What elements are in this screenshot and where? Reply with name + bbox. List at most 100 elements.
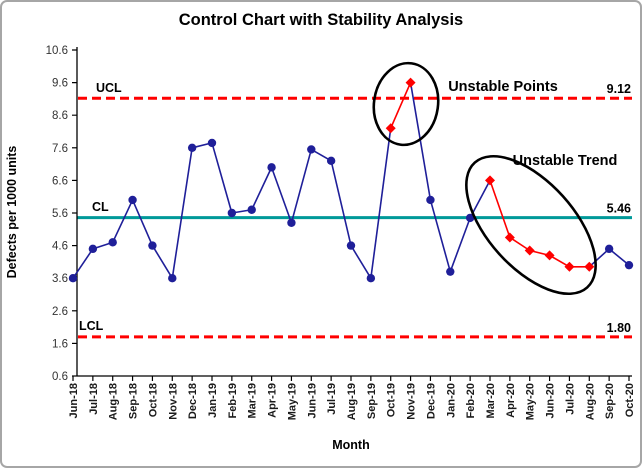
series-segment <box>250 167 273 211</box>
unstable-trend-label: Unstable Trend <box>513 153 618 169</box>
series-segment <box>409 82 432 201</box>
x-tick-label: Dec-19 <box>425 383 437 419</box>
cl-value-label: 5.46 <box>607 202 631 216</box>
series-segment <box>449 217 471 272</box>
data-point-marker <box>227 208 237 218</box>
unstable-point-marker <box>504 232 515 243</box>
x-tick-label: Mar-20 <box>485 383 497 418</box>
y-tick-label: 9.6 <box>52 78 68 90</box>
data-point-marker <box>168 274 177 283</box>
data-point-marker <box>346 241 356 250</box>
x-tick-label: Sep-18 <box>128 383 140 419</box>
series-segment <box>429 199 452 272</box>
x-tick-label: May-19 <box>286 383 298 420</box>
y-tick-label: 4.6 <box>52 241 68 253</box>
x-tick-label: Nov-18 <box>167 383 179 420</box>
lcl-value-label: 1.80 <box>607 321 631 335</box>
series-segment <box>370 128 392 279</box>
x-tick-label: Jul-19 <box>326 383 338 415</box>
ucl-value-label: 9.12 <box>607 82 631 96</box>
chart-title: Control Chart with Stability Analysis <box>178 11 464 29</box>
unstable-point-marker <box>584 261 595 272</box>
x-tick-label: Aug-19 <box>346 383 358 420</box>
x-tick-label: Apr-20 <box>505 383 517 418</box>
cl-label: CL <box>92 200 109 214</box>
series-segment <box>330 160 352 246</box>
x-tick-label: Feb-20 <box>465 383 477 418</box>
lcl-label: LCL <box>79 319 104 333</box>
unstable-point-marker <box>485 175 495 186</box>
data-point-marker <box>426 195 435 205</box>
y-tick-label: 8.6 <box>52 110 68 122</box>
data-point-marker <box>465 213 475 223</box>
x-tick-label: Jan-19 <box>207 383 219 418</box>
unstable-point-marker <box>564 261 575 272</box>
data-point-marker <box>108 238 117 247</box>
data-point-marker <box>88 244 98 254</box>
series-segment <box>211 142 233 214</box>
data-point-marker <box>148 241 157 250</box>
x-tick-label: Dec-18 <box>187 383 199 419</box>
series-segment <box>270 167 293 224</box>
series-segment <box>608 248 630 266</box>
y-tick-label: 0.6 <box>52 371 68 383</box>
series-segment-unstable <box>509 236 531 252</box>
series-segment <box>350 245 372 279</box>
x-tick-label: Oct-18 <box>147 383 159 417</box>
x-tick-label: Jun-18 <box>68 383 80 418</box>
ucl-label: UCL <box>96 81 122 95</box>
unstable-trend-ellipse <box>465 154 597 296</box>
series-segment <box>72 248 94 279</box>
y-tick-label: 7.6 <box>52 143 68 155</box>
data-point-marker <box>68 274 78 283</box>
x-tick-label: May-20 <box>525 383 537 420</box>
data-point-marker <box>187 143 197 152</box>
x-tick-label: Jan-20 <box>445 383 457 418</box>
x-tick-label: Nov-19 <box>406 383 418 420</box>
unstable-point-marker <box>544 250 555 261</box>
series-segment <box>290 149 313 223</box>
x-tick-label: Jul-20 <box>564 383 576 415</box>
series-segment-unstable <box>389 82 412 129</box>
x-tick-label: Sep-20 <box>604 383 616 419</box>
data-point-marker <box>446 267 455 276</box>
unstable-points-ellipse <box>372 61 440 147</box>
y-tick-label: 1.6 <box>52 338 68 350</box>
data-point-marker <box>624 260 634 270</box>
y-axis-title: Defects per 1000 units <box>5 146 19 279</box>
series-segment <box>131 199 154 246</box>
y-tick-label: 2.6 <box>52 306 68 318</box>
series-segment <box>151 245 173 279</box>
y-tick-label: 10.6 <box>46 45 68 57</box>
x-tick-label: Jul-18 <box>88 383 100 415</box>
data-point-marker <box>207 138 217 148</box>
x-tick-label: Mar-19 <box>247 383 259 418</box>
series-segment <box>588 248 610 268</box>
data-point-marker <box>307 145 316 154</box>
series-segment-unstable <box>549 254 570 268</box>
x-tick-label: Aug-20 <box>584 383 596 420</box>
data-point-marker <box>128 195 137 205</box>
y-tick-label: 3.6 <box>52 273 68 285</box>
x-tick-label: Aug-18 <box>108 383 120 420</box>
series-segment-unstable <box>489 180 511 238</box>
x-tick-label: Feb-19 <box>227 383 239 418</box>
data-point-marker <box>287 218 296 227</box>
x-tick-label: Sep-19 <box>366 383 378 419</box>
unstable-points-label: Unstable Points <box>448 79 558 95</box>
x-tick-label: Oct-20 <box>624 383 636 417</box>
unstable-point-marker <box>385 123 396 134</box>
y-tick-label: 5.6 <box>52 208 68 220</box>
data-point-marker <box>604 244 614 254</box>
data-point-marker <box>267 163 276 172</box>
x-tick-label: Oct-19 <box>386 383 398 417</box>
unstable-point-marker <box>524 245 535 256</box>
x-tick-label: Apr-19 <box>267 383 279 418</box>
series-segment <box>111 199 134 243</box>
data-point-marker <box>326 156 336 166</box>
x-tick-label: Jun-20 <box>545 383 557 418</box>
x-tick-label: Jun-19 <box>306 383 318 418</box>
y-tick-label: 6.6 <box>52 175 68 187</box>
